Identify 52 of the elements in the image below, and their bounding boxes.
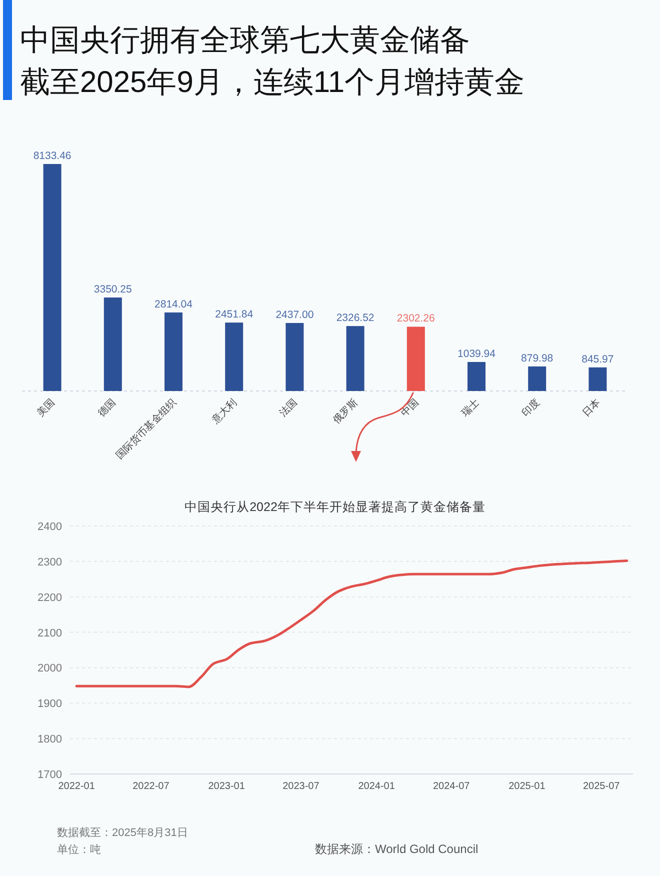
y-tick-label: 2000 xyxy=(38,662,62,675)
bar xyxy=(286,322,304,391)
y-tick-label: 2300 xyxy=(38,556,62,568)
x-tick-label: 2025-07 xyxy=(583,781,620,792)
bar xyxy=(164,312,182,391)
y-tick-label: 1900 xyxy=(38,698,62,710)
bar xyxy=(588,367,607,391)
data-label: 2451.84 xyxy=(215,308,254,321)
y-tick-label: 1800 xyxy=(38,734,62,746)
bar xyxy=(43,164,62,391)
data-label: 879.98 xyxy=(521,352,554,364)
y-tick-label: 2200 xyxy=(38,592,62,604)
x-tick-label: 2023-07 xyxy=(282,781,320,792)
bar xyxy=(225,322,244,391)
chart-subtitle: 截至2025年9月，连续11个月增持黄金 xyxy=(20,66,525,99)
x-tick-label: 2022-01 xyxy=(58,781,96,792)
bar xyxy=(528,366,546,391)
x-tick-label: 2024-01 xyxy=(358,781,396,792)
x-tick-label: 俄罗斯 xyxy=(330,396,360,426)
data-label: 2326.52 xyxy=(336,312,374,324)
x-tick-label: 德国 xyxy=(96,397,118,420)
data-label: 845.97 xyxy=(582,353,614,366)
data-label: 3350.25 xyxy=(94,283,132,296)
line-series xyxy=(75,559,628,688)
x-tick-label: 2024-07 xyxy=(433,781,470,792)
chart-title: 中国央行拥有全球第七大黄金储备 xyxy=(20,24,470,57)
text: 数据截至：2025年8月31日 xyxy=(57,826,188,839)
data-label: 2814.04 xyxy=(154,298,193,310)
bar xyxy=(104,297,122,391)
y-tick-label: 2100 xyxy=(38,627,62,640)
y-tick-label: 2400 xyxy=(38,521,62,533)
source-note: 数据来源：World Gold Council xyxy=(315,842,478,856)
x-tick-label: 2022-07 xyxy=(132,781,170,792)
text: 单位：吨 xyxy=(57,843,101,856)
x-tick-label: 2025-01 xyxy=(508,781,546,792)
data-label: 8133.46 xyxy=(33,150,72,162)
x-tick-label: 法国 xyxy=(277,396,300,420)
data-label: 1039.94 xyxy=(458,348,496,360)
x-tick-label: 中国 xyxy=(398,396,422,420)
x-tick-label: 瑞士 xyxy=(458,396,482,420)
chart-title: 中国央行从2022年下半年开始显著提高了黄金储备量 xyxy=(184,499,486,514)
bar xyxy=(468,362,486,391)
x-tick-label: 美国 xyxy=(34,396,58,420)
x-tick-label: 2023-01 xyxy=(208,781,246,792)
x-tick-label: 意大利 xyxy=(208,396,240,428)
bar xyxy=(406,326,425,391)
x-tick-label: 印度 xyxy=(520,396,542,420)
data-label: 2437.00 xyxy=(276,308,314,321)
x-tick-label: 日本 xyxy=(580,396,603,420)
y-tick-label: 1700 xyxy=(38,769,62,781)
data-label: 2302.26 xyxy=(396,312,436,325)
bar xyxy=(346,326,364,391)
